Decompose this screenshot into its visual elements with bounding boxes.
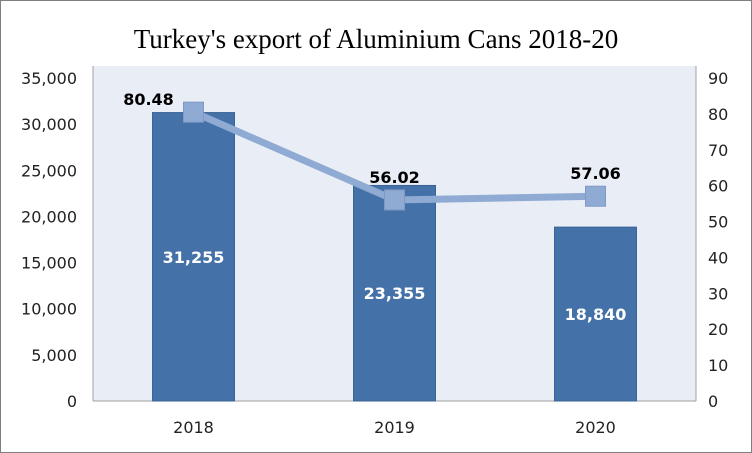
right-tick-label: 20 [708,320,728,339]
line-marker-2018 [183,101,204,123]
x-tick-label: 2018 [173,418,214,437]
bar-data-label: 23,355 [364,284,426,303]
bar-data-label: 18,840 [565,305,627,324]
line-data-label: 57.06 [570,164,621,183]
right-tick-label: 80 [708,105,728,124]
left-tick-label: 15,000 [21,254,77,273]
bar-2020 [554,226,637,402]
right-tick-label: 70 [708,141,728,160]
right-tick-label: 0 [708,392,718,411]
bar-data-label: 31,255 [163,248,225,267]
bar-2018 [152,112,235,402]
right-tick-label: 30 [708,284,728,303]
left-tick-label: 0 [67,392,77,411]
left-tick-label: 10,000 [21,300,77,319]
left-tick-label: 35,000 [21,69,77,88]
line-data-label: 56.02 [369,168,420,187]
right-tick-label: 10 [708,356,728,375]
line-marker-2019 [384,189,405,211]
x-tick-label: 2019 [374,418,415,437]
left-tick-label: 30,000 [21,115,77,134]
line-marker-2020 [585,185,606,207]
line-data-label: 80.48 [123,90,174,109]
right-tick-label: 50 [708,213,728,232]
x-tick-label: 2020 [575,418,616,437]
right-tick-label: 40 [708,248,728,267]
chart-title: Turkey's export of Aluminium Cans 2018-2… [134,24,619,54]
left-tick-label: 20,000 [21,207,77,226]
right-tick-label: 90 [708,69,728,88]
left-tick-label: 25,000 [21,161,77,180]
left-tick-label: 5,000 [31,346,77,365]
bar-2019 [353,184,436,402]
right-tick-label: 60 [708,177,728,196]
